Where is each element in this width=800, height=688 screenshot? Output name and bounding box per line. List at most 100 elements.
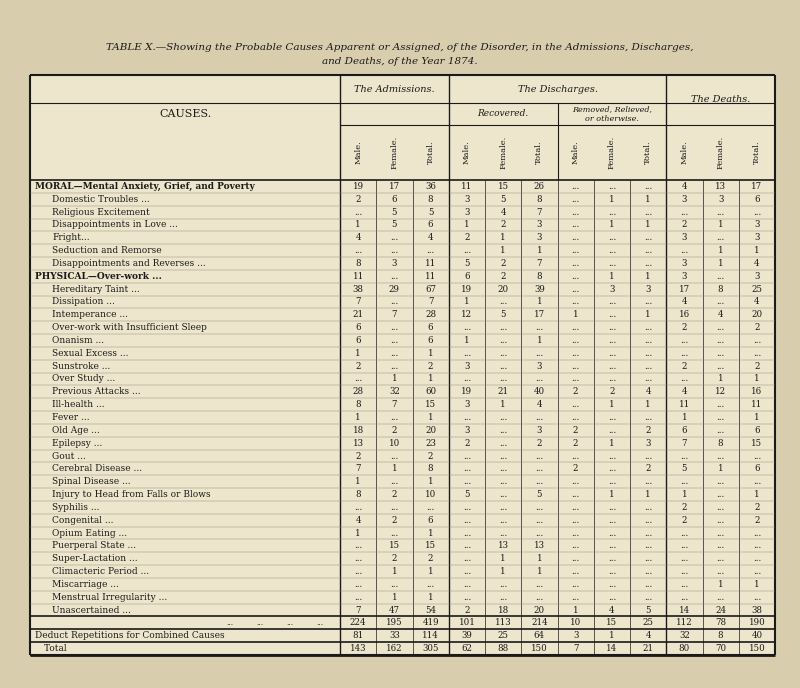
Text: 13: 13: [534, 541, 545, 550]
Text: 16: 16: [751, 387, 762, 396]
Text: ...: ...: [608, 323, 616, 332]
Text: 26: 26: [534, 182, 545, 191]
Text: ...: ...: [499, 490, 507, 499]
Text: ...: ...: [462, 541, 471, 550]
Text: ...: ...: [499, 323, 507, 332]
Text: Religious Excitement: Religious Excitement: [52, 208, 150, 217]
Text: Total.: Total.: [644, 140, 652, 164]
Text: 6: 6: [682, 426, 687, 435]
Text: ...: ...: [571, 362, 580, 371]
Text: ...: ...: [644, 477, 652, 486]
Text: ...: ...: [499, 362, 507, 371]
Text: ...: ...: [499, 426, 507, 435]
Text: 1: 1: [355, 528, 361, 537]
Text: ...: ...: [680, 349, 689, 358]
Text: 1: 1: [609, 490, 614, 499]
Text: ...: ...: [499, 464, 507, 473]
Text: 6: 6: [464, 272, 470, 281]
Text: 5: 5: [682, 464, 687, 473]
Text: 1: 1: [428, 413, 434, 422]
Text: 4: 4: [718, 310, 723, 319]
Text: 1: 1: [754, 490, 760, 499]
Text: 20: 20: [534, 605, 545, 614]
Text: 305: 305: [422, 644, 439, 653]
Text: ...: ...: [753, 349, 761, 358]
Text: 80: 80: [678, 644, 690, 653]
Text: 3: 3: [718, 195, 723, 204]
Text: 3: 3: [537, 220, 542, 229]
Text: 17: 17: [751, 182, 762, 191]
Text: ...: ...: [354, 541, 362, 550]
Text: 2: 2: [428, 451, 434, 460]
Text: Syphilis ...: Syphilis ...: [52, 503, 99, 512]
Text: 11: 11: [678, 400, 690, 409]
Text: 112: 112: [676, 619, 693, 627]
Text: 40: 40: [751, 632, 762, 641]
Text: 113: 113: [495, 619, 511, 627]
Text: ...: ...: [571, 208, 580, 217]
Text: 47: 47: [389, 605, 400, 614]
Text: 5: 5: [392, 220, 397, 229]
Text: Over-work with Insufficient Sleep: Over-work with Insufficient Sleep: [52, 323, 207, 332]
Text: ...: ...: [644, 541, 652, 550]
Text: ...: ...: [426, 503, 434, 512]
Text: 1: 1: [609, 220, 614, 229]
Text: 7: 7: [537, 208, 542, 217]
Text: 2: 2: [355, 362, 361, 371]
Text: 2: 2: [464, 439, 470, 448]
Text: 7: 7: [392, 310, 397, 319]
Text: ...: ...: [717, 400, 725, 409]
Text: Total.: Total.: [753, 140, 761, 164]
Text: 17: 17: [534, 310, 545, 319]
Text: 1: 1: [718, 246, 723, 255]
Text: Disappointments and Reverses ...: Disappointments and Reverses ...: [52, 259, 206, 268]
Text: ...: ...: [644, 451, 652, 460]
Text: 62: 62: [462, 644, 472, 653]
Text: Ill-health ...: Ill-health ...: [52, 400, 105, 409]
Text: 3: 3: [754, 272, 759, 281]
Text: ...: ...: [354, 246, 362, 255]
Text: 1: 1: [646, 220, 651, 229]
Text: 15: 15: [389, 541, 400, 550]
Text: ...: ...: [608, 464, 616, 473]
Text: 2: 2: [754, 503, 760, 512]
Text: ...: ...: [535, 580, 543, 589]
Text: 23: 23: [425, 439, 436, 448]
Text: ...: ...: [499, 477, 507, 486]
Text: 1: 1: [428, 567, 434, 576]
Text: Climacteric Period ...: Climacteric Period ...: [52, 567, 149, 576]
Text: 40: 40: [534, 387, 545, 396]
Text: 20: 20: [498, 285, 509, 294]
Text: 13: 13: [715, 182, 726, 191]
Text: Male.: Male.: [354, 140, 362, 164]
Text: 39: 39: [534, 285, 545, 294]
Text: 2: 2: [682, 516, 687, 525]
Text: 3: 3: [573, 632, 578, 641]
Text: Male.: Male.: [572, 140, 580, 164]
Text: ...: ...: [499, 516, 507, 525]
Text: 1: 1: [391, 593, 397, 602]
Text: 11: 11: [751, 400, 762, 409]
Text: Previous Attacks ...: Previous Attacks ...: [52, 387, 141, 396]
Text: ...: ...: [717, 567, 725, 576]
Text: Gout ...: Gout ...: [52, 451, 86, 460]
Text: ...: ...: [535, 528, 543, 537]
Text: ...: ...: [535, 477, 543, 486]
Text: 38: 38: [353, 285, 364, 294]
Text: 4: 4: [646, 632, 651, 641]
Text: ...: ...: [226, 619, 234, 627]
Text: Dissipation ...: Dissipation ...: [52, 297, 115, 306]
Text: ...: ...: [608, 246, 616, 255]
Text: 10: 10: [389, 439, 400, 448]
Text: 24: 24: [715, 605, 726, 614]
Text: 2: 2: [754, 362, 760, 371]
Text: 1: 1: [537, 567, 542, 576]
Text: 2: 2: [646, 426, 651, 435]
Text: 2: 2: [573, 387, 578, 396]
Text: ...: ...: [571, 285, 580, 294]
Text: ...: ...: [499, 593, 507, 602]
Text: ...: ...: [608, 336, 616, 345]
Text: ...: ...: [717, 593, 725, 602]
Text: Total.: Total.: [426, 140, 434, 164]
Text: 3: 3: [464, 426, 470, 435]
